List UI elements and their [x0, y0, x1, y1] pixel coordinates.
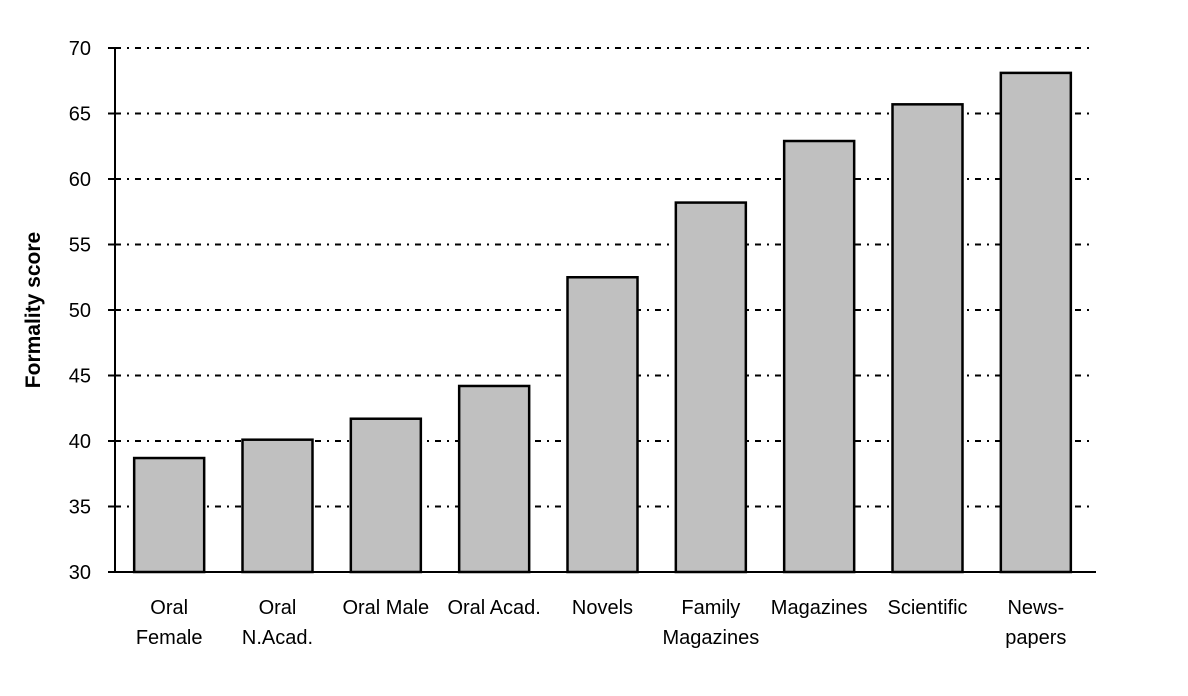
- x-tick-labels: Oral Female Oral N.Acad. Oral Male Oral Acad.…: [136, 597, 1067, 649]
- bar: [674, 201, 748, 574]
- y-tick-label: 40: [69, 431, 91, 453]
- y-tick-label: 55: [69, 235, 91, 257]
- y-ticks: 30 35 40 45 50 55 60 65 70: [69, 38, 115, 584]
- y-tick-label: 45: [69, 366, 91, 388]
- x-tick-label: Magazines: [771, 597, 868, 619]
- x-tick-label: Oral N.Acad.: [242, 597, 313, 649]
- bar: [999, 71, 1073, 574]
- x-tick-label: Oral Acad.: [447, 597, 540, 619]
- x-tick-label: Family Magazines: [662, 597, 759, 649]
- y-tick-label: 30: [69, 562, 91, 584]
- x-tick-label: Oral Male: [342, 597, 429, 619]
- y-tick-label: 70: [69, 38, 91, 60]
- bar: [349, 417, 423, 574]
- bar: [457, 384, 531, 574]
- x-tick-label: Scientific: [887, 597, 967, 619]
- y-tick-label: 35: [69, 497, 91, 519]
- x-tick-label: News-papers: [1005, 597, 1066, 649]
- bar: [782, 139, 856, 574]
- bar: [132, 456, 206, 574]
- y-tick-label: 60: [69, 169, 91, 191]
- x-tick-label: Novels: [572, 597, 633, 619]
- bar: [566, 276, 639, 574]
- y-tick-label: 50: [69, 300, 91, 322]
- bar: [241, 438, 314, 574]
- x-tick-label: Oral Female: [136, 597, 203, 649]
- y-tick-label: 65: [69, 104, 91, 126]
- bars: [132, 71, 1073, 574]
- y-axis-label: Formality score: [22, 232, 45, 388]
- bar: [891, 103, 964, 574]
